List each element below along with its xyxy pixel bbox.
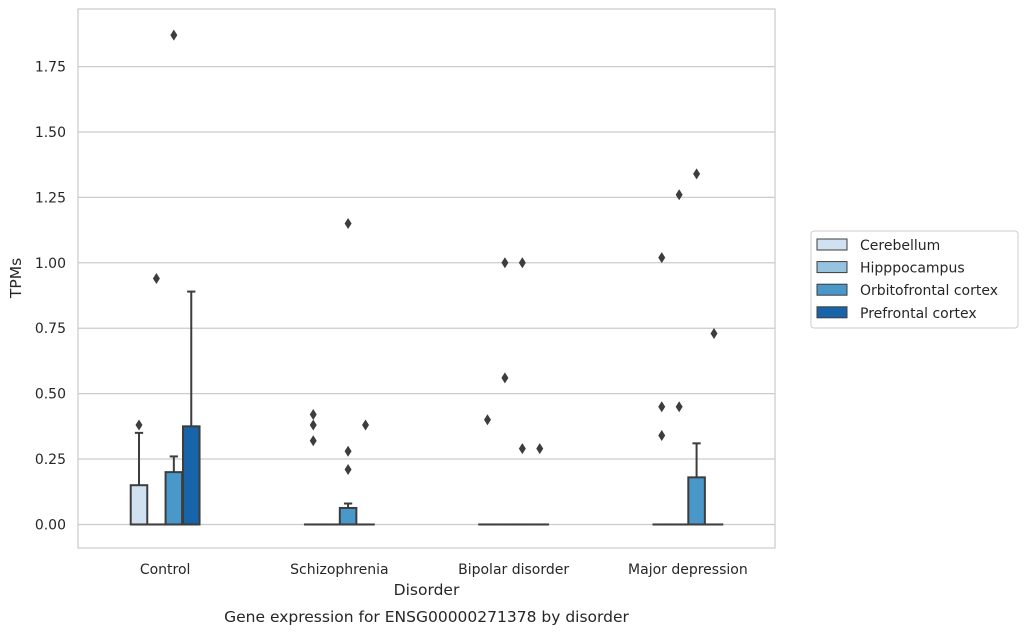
outlier-point	[675, 189, 683, 201]
legend-label: Hipppocampus	[860, 261, 965, 277]
outlier-point	[658, 429, 666, 441]
outlier-point	[518, 257, 526, 269]
y-tick-label: 0.00	[35, 517, 66, 533]
box-plots	[129, 29, 724, 526]
outlier-point	[501, 372, 509, 384]
y-tick-label: 0.75	[35, 321, 66, 337]
y-tick-labels: 0.00 0.25 0.50 0.75 1.00 1.25 1.50 1.75	[35, 60, 66, 534]
box-0-0	[129, 484, 149, 526]
outlier-point	[309, 435, 317, 447]
outlier-point	[518, 443, 526, 455]
legend-swatch	[816, 283, 848, 296]
legend-swatch	[816, 238, 848, 251]
plot-frame	[77, 8, 776, 549]
x-tick-label: Control	[140, 562, 191, 578]
legend-swatch	[816, 261, 848, 274]
box-2-1	[338, 506, 358, 526]
outlier-point	[693, 168, 701, 180]
legend-frame	[810, 230, 1019, 329]
outlier-point	[152, 273, 160, 284]
box-2-3	[687, 476, 706, 526]
y-axis-title: TPMs	[7, 258, 25, 299]
legend-swatch	[816, 306, 848, 319]
outlier-point	[536, 443, 544, 455]
legend-label: Cerebellum	[860, 238, 940, 254]
outlier-point	[170, 29, 178, 41]
legend: Cerebellum Hipppocampus Orbitofrontal cort…	[810, 230, 1019, 329]
x-tick-labels: Control Schizophrenia Bipolar disorder Majo…	[140, 562, 748, 578]
y-tick-label: 1.75	[35, 60, 66, 76]
y-tick-label: 0.50	[35, 387, 66, 403]
y-tick-label: 0.25	[35, 452, 66, 468]
outlier-point	[658, 401, 666, 413]
box-2-0	[164, 471, 184, 526]
legend-label: Prefrontal cortex	[860, 306, 977, 322]
outlier-point	[344, 218, 352, 230]
x-tick-label: Schizophrenia	[290, 562, 388, 578]
outlier-point	[483, 414, 491, 426]
outlier-point	[309, 419, 317, 431]
outlier-point	[344, 445, 352, 457]
x-tick-label: Bipolar disorder	[458, 562, 569, 578]
outlier-point	[362, 419, 370, 431]
y-tick-label: 1.25	[35, 190, 66, 206]
outlier-point	[344, 464, 352, 476]
y-tick-label: 1.50	[35, 125, 66, 141]
y-tick-label: 1.00	[35, 256, 66, 272]
outlier-point	[501, 257, 509, 269]
outlier-point	[309, 409, 317, 421]
outlier-point	[658, 252, 666, 264]
outlier-point	[710, 327, 718, 339]
x-tick-label: Major depression	[628, 562, 748, 578]
outlier-point	[135, 419, 143, 431]
x-axis-title: Disorder	[394, 581, 460, 599]
chart-caption: Gene expression for ENSG00000271378 by d…	[224, 608, 629, 626]
outlier-point	[675, 401, 683, 413]
legend-label: Orbitofrontal cortex	[860, 283, 998, 299]
box-3-0	[181, 425, 201, 526]
